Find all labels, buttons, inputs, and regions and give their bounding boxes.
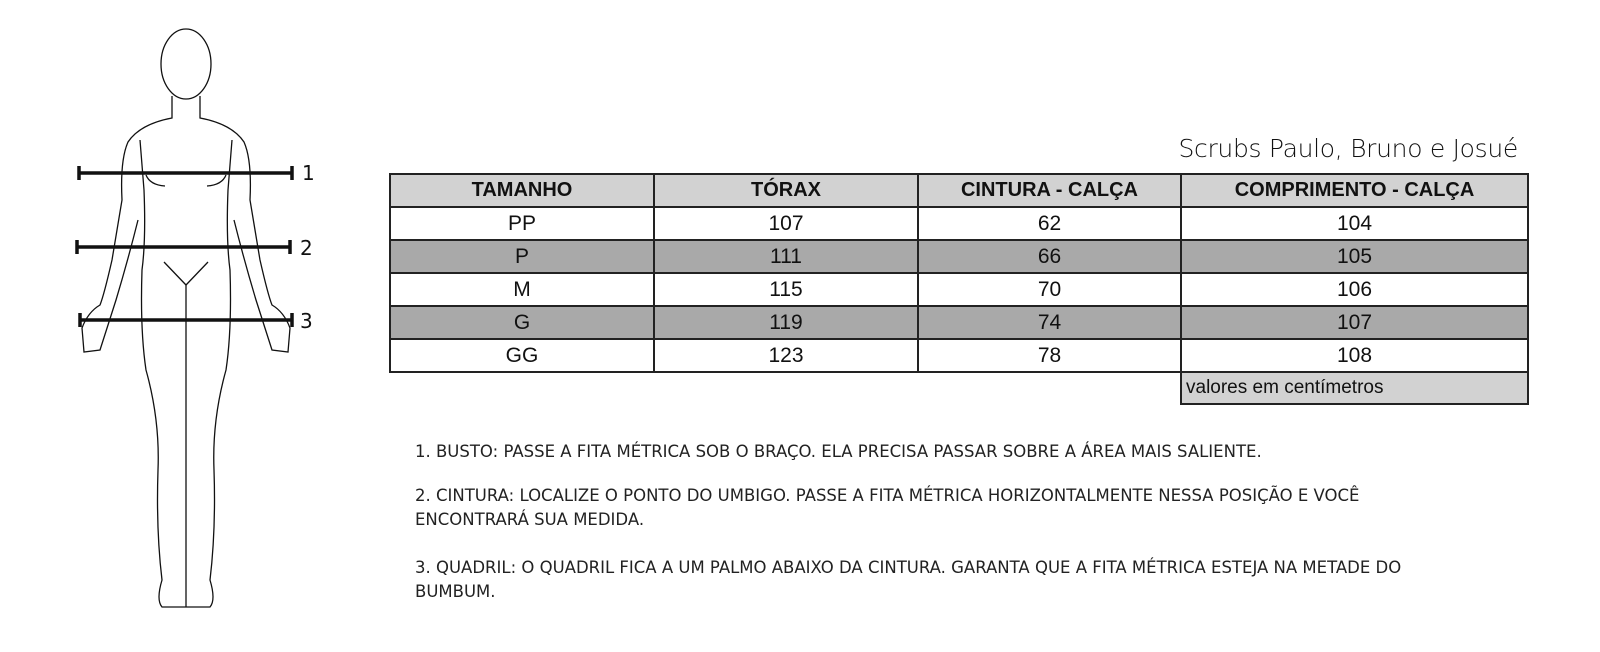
table-cell: 74 [917,305,1182,340]
table-row: P 111 66 105 [389,239,1529,274]
table-row: GG 123 78 108 [389,338,1529,373]
header-chest: TÓRAX [653,173,919,208]
header-size: TAMANHO [389,173,655,208]
table-row: PP 107 62 104 [389,206,1529,241]
table-cell: 78 [917,338,1182,373]
table-row: M 115 70 106 [389,272,1529,307]
table-cell: 115 [653,272,919,307]
table-cell: 106 [1180,272,1529,307]
table-cell: 70 [917,272,1182,307]
table-cell: M [389,272,655,307]
table-cell: 107 [653,206,919,241]
header-length: COMPRIMENTO - CALÇA [1180,173,1529,208]
table-cell: G [389,305,655,340]
blank-cell [390,371,1181,404]
table-row: G 119 74 107 [389,305,1529,340]
units-note: valores em centímetros [1180,371,1529,405]
note-row: valores em centímetros [390,371,1529,405]
table-cell: 66 [917,239,1182,274]
instruction-hip: 3. QUADRIL: O QUADRIL FICA A UM PALMO AB… [415,558,1402,601]
marker-1: 1 [302,161,315,185]
measure-lines [75,166,294,327]
size-table: TAMANHO TÓRAX CINTURA - CALÇA COMPRIMENT… [389,173,1529,405]
table-header-row: TAMANHO TÓRAX CINTURA - CALÇA COMPRIMENT… [389,173,1529,208]
marker-2: 2 [300,236,313,260]
table-cell: 104 [1180,206,1529,241]
marker-3: 3 [300,309,313,333]
table-cell: 108 [1180,338,1529,373]
header-waist: CINTURA - CALÇA [917,173,1182,208]
product-title: Scrubs Paulo, Bruno e Josué [1178,134,1518,163]
instruction-waist: 2. CINTURA: LOCALIZE O PONTO DO UMBIGO. … [415,486,1360,529]
table-cell: PP [389,206,655,241]
table-cell: 119 [653,305,919,340]
body-measurement-figure: 1 2 3 [75,28,315,608]
table-cell: 107 [1180,305,1529,340]
table-cell: GG [389,338,655,373]
body-outline [81,28,291,608]
table-cell: P [389,239,655,274]
table-cell: 111 [653,239,919,274]
table-cell: 62 [917,206,1182,241]
table-cell: 105 [1180,239,1529,274]
table-cell: 123 [653,338,919,373]
instruction-bust: 1. BUSTO: PASSE A FITA MÉTRICA SOB O BRA… [415,442,1262,461]
